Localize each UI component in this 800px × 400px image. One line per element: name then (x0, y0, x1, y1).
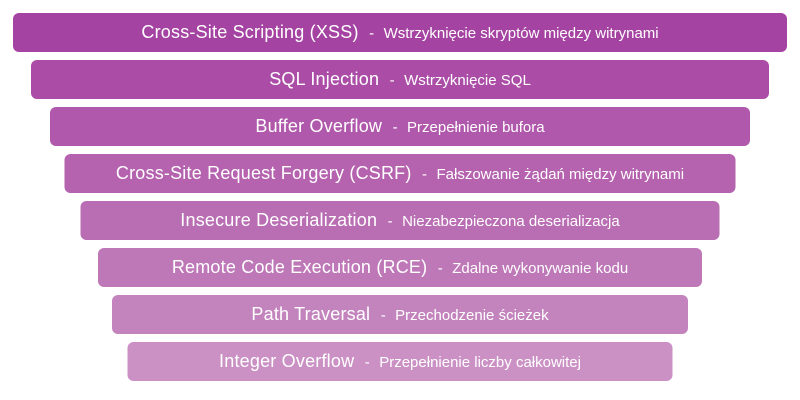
vulnerability-term-en: Insecure Deserialization (180, 210, 378, 230)
vulnerability-translation-pl: Zdalne wykonywanie kodu (452, 260, 629, 277)
vulnerability-term-en: Buffer Overflow (255, 116, 383, 136)
vulnerability-translation-pl: Przepełnienie liczby całkowitej (379, 354, 581, 371)
term-translation-separator: - (392, 119, 398, 136)
funnel-bar: Buffer Overflow - Przepełnienie bufora (50, 107, 750, 146)
vulnerability-translation-pl: Wstrzyknięcie SQL (404, 72, 531, 89)
funnel-bar-text: Path Traversal - Przechodzenie ścieżek (251, 304, 548, 325)
vulnerability-translation-pl: Fałszowanie żądań między witrynami (436, 166, 685, 183)
vulnerability-term-en: Cross-Site Request Forgery (CSRF) (115, 163, 412, 183)
funnel-bar: Insecure Deserialization - Niezabezpiecz… (80, 201, 720, 240)
vulnerability-term-en: Remote Code Execution (RCE) (171, 257, 428, 277)
vulnerability-term-en: SQL Injection (269, 69, 380, 89)
funnel-bar-text: Remote Code Execution (RCE) - Zdalne wyk… (172, 257, 628, 278)
funnel-bar-text: Cross-Site Request Forgery (CSRF) - Fałs… (116, 163, 684, 184)
funnel-bar: Integer Overflow - Przepełnienie liczby … (127, 342, 673, 381)
funnel-bar-text: Integer Overflow - Przepełnienie liczby … (219, 351, 581, 372)
term-translation-separator: - (380, 307, 386, 324)
term-translation-separator: - (389, 72, 395, 89)
funnel-bar-text: Cross-Site Scripting (XSS) - Wstrzyknięc… (141, 22, 658, 43)
term-translation-separator: - (364, 354, 370, 371)
vulnerability-translation-pl: Przechodzenie ścieżek (395, 307, 549, 324)
funnel-bar: Cross-Site Scripting (XSS) - Wstrzyknięc… (13, 13, 787, 52)
term-translation-separator: - (387, 213, 393, 230)
vulnerability-translation-pl: Przepełnienie bufora (407, 119, 545, 136)
funnel-bar-text: SQL Injection - Wstrzyknięcie SQL (269, 69, 531, 90)
funnel-bar: SQL Injection - Wstrzyknięcie SQL (31, 60, 769, 99)
vulnerability-term-en: Cross-Site Scripting (XSS) (141, 22, 359, 42)
vulnerability-translation-pl: Wstrzyknięcie skryptów między witrynami (383, 25, 659, 42)
funnel-bar-text: Insecure Deserialization - Niezabezpiecz… (180, 210, 619, 231)
funnel-bar: Path Traversal - Przechodzenie ścieżek (112, 295, 688, 334)
term-translation-separator: - (422, 166, 428, 183)
vulnerability-translation-pl: Niezabezpieczona deserializacja (402, 213, 620, 230)
funnel-bar: Cross-Site Request Forgery (CSRF) - Fałs… (64, 154, 736, 193)
vulnerability-term-en: Integer Overflow (219, 351, 355, 371)
funnel-bar: Remote Code Execution (RCE) - Zdalne wyk… (98, 248, 702, 287)
term-translation-separator: - (437, 260, 443, 277)
term-translation-separator: - (369, 25, 375, 42)
vulnerability-term-en: Path Traversal (251, 304, 371, 324)
funnel-bar-text: Buffer Overflow - Przepełnienie bufora (255, 116, 544, 137)
